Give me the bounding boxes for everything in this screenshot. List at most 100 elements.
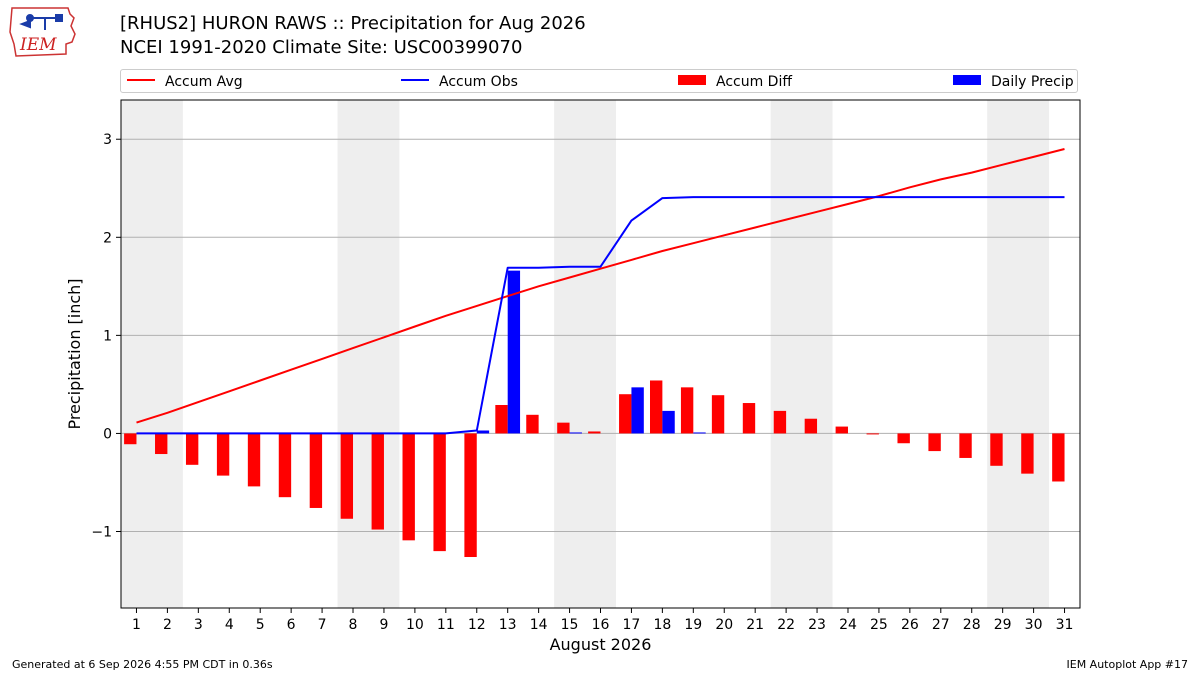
weekend-shade (770, 100, 833, 608)
accum-diff-bar (959, 433, 972, 458)
legend-item-accum-diff: Accum Diff (678, 73, 792, 91)
x-tick-label: 24 (839, 617, 857, 633)
accum-diff-bar (464, 433, 477, 558)
accum-diff-bar (990, 433, 1003, 466)
x-tick-label: 18 (653, 617, 671, 633)
footer-app: IEM Autoplot App #17 (1066, 658, 1189, 671)
x-tick-label: 19 (684, 617, 702, 633)
chart-legend: Accum Avg Accum Obs Accum Diff Daily Pre… (120, 69, 1078, 93)
accum-diff-bar (1052, 433, 1065, 482)
y-tick-label: −1 (91, 525, 112, 541)
y-tick-label: 1 (103, 328, 112, 344)
weekend-shade (554, 100, 616, 608)
x-tick-label: 22 (777, 617, 795, 633)
accum-diff-bar (835, 426, 848, 434)
title-line-1: [RHUS2] HURON RAWS :: Precipitation for … (120, 13, 586, 34)
accum-diff-bar (804, 418, 818, 434)
x-tick-label: 25 (870, 617, 888, 633)
chart-title: [RHUS2] HURON RAWS :: Precipitation for … (120, 12, 586, 60)
daily-precip-bar (507, 270, 521, 434)
accum-diff-bar (278, 433, 292, 498)
x-tick-label: 8 (349, 617, 358, 633)
accum-diff-bar (526, 414, 539, 434)
x-tick-label: 5 (256, 617, 265, 633)
legend-label-accum-avg: Accum Avg (165, 74, 243, 90)
accum-diff-bar (309, 433, 323, 508)
accum-diff-bar (557, 422, 570, 434)
legend-item-accum-avg: Accum Avg (127, 73, 243, 91)
x-tick-label: 20 (715, 617, 733, 633)
accum-diff-bar (155, 433, 168, 455)
x-tick-label: 13 (499, 617, 517, 633)
legend-label-daily-precip: Daily Precip (991, 74, 1074, 90)
legend-item-daily-precip: Daily Precip (953, 73, 1074, 91)
accum-avg-swatch (127, 79, 155, 81)
y-tick-label: 3 (103, 132, 112, 148)
x-tick-label: 31 (1056, 617, 1074, 633)
iem-logo: IEM (9, 7, 76, 57)
iowa-state-outline-icon (9, 7, 76, 57)
title-line-2: NCEI 1991-2020 Climate Site: USC00399070 (120, 37, 523, 58)
accum-diff-bar (371, 433, 384, 530)
accum-diff-bar (649, 380, 663, 434)
x-tick-label: 11 (437, 617, 455, 633)
weekend-shade (337, 100, 400, 608)
x-tick-label: 3 (194, 617, 203, 633)
weekend-shade (987, 100, 1050, 608)
accum-diff-bar (495, 404, 508, 434)
accum-diff-bar (340, 433, 354, 519)
legend-label-accum-diff: Accum Diff (716, 74, 793, 90)
x-tick-label: 16 (592, 617, 610, 633)
daily-precip-swatch (953, 75, 981, 85)
daily-precip-bar (662, 410, 675, 434)
accum-diff-bar (928, 433, 941, 452)
accum-diff-bar (773, 410, 787, 434)
accum-diff-bar (1021, 433, 1034, 474)
accum-diff-bar (866, 433, 879, 435)
x-tick-label: 29 (994, 617, 1012, 633)
x-tick-label: 2 (163, 617, 172, 633)
weekend-shade (121, 100, 183, 608)
daily-precip-bar (693, 432, 706, 434)
x-tick-label: 30 (1025, 617, 1043, 633)
y-tick-label: 0 (103, 426, 112, 442)
accum-diff-bar (124, 433, 137, 445)
accum-diff-bar (742, 403, 756, 434)
accum-diff-bar (247, 433, 261, 487)
y-tick-label: 2 (103, 230, 112, 246)
accum-diff-bar (433, 433, 446, 552)
daily-precip-bar (476, 430, 490, 434)
weather-station-icon (19, 14, 63, 30)
x-tick-label: 17 (623, 617, 641, 633)
x-tick-label: 10 (406, 617, 424, 633)
accum-diff-bar (680, 387, 694, 434)
accum-diff-bar (402, 433, 415, 541)
accum-avg-line (136, 148, 1065, 424)
x-tick-label: 14 (530, 617, 548, 633)
accum-obs-line (136, 196, 1065, 435)
x-tick-label: 23 (808, 617, 826, 633)
x-tick-label: 26 (901, 617, 919, 633)
x-tick-label: 28 (963, 617, 981, 633)
x-tick-label: 6 (287, 617, 296, 633)
x-axis-label: August 2026 (550, 635, 652, 654)
daily-precip-bar (631, 387, 644, 434)
x-tick-label: 9 (379, 617, 388, 633)
accum-diff-bar (216, 433, 230, 476)
accum-diff-bar (185, 433, 199, 465)
accum-diff-swatch (678, 75, 706, 85)
accum-diff-bar (588, 431, 601, 434)
logo-text: IEM (19, 35, 57, 55)
legend-label-accum-obs: Accum Obs (439, 74, 518, 90)
accum-diff-bar (619, 394, 632, 434)
x-tick-label: 1 (132, 617, 141, 633)
daily-precip-bar (569, 432, 582, 434)
accum-diff-bar (711, 395, 725, 434)
x-tick-label: 21 (746, 617, 764, 633)
legend-item-accum-obs: Accum Obs (401, 73, 518, 91)
x-tick-label: 12 (468, 617, 486, 633)
y-axis-label: Precipitation [inch] (65, 278, 84, 429)
x-tick-label: 15 (561, 617, 579, 633)
accum-diff-bar (897, 433, 910, 444)
